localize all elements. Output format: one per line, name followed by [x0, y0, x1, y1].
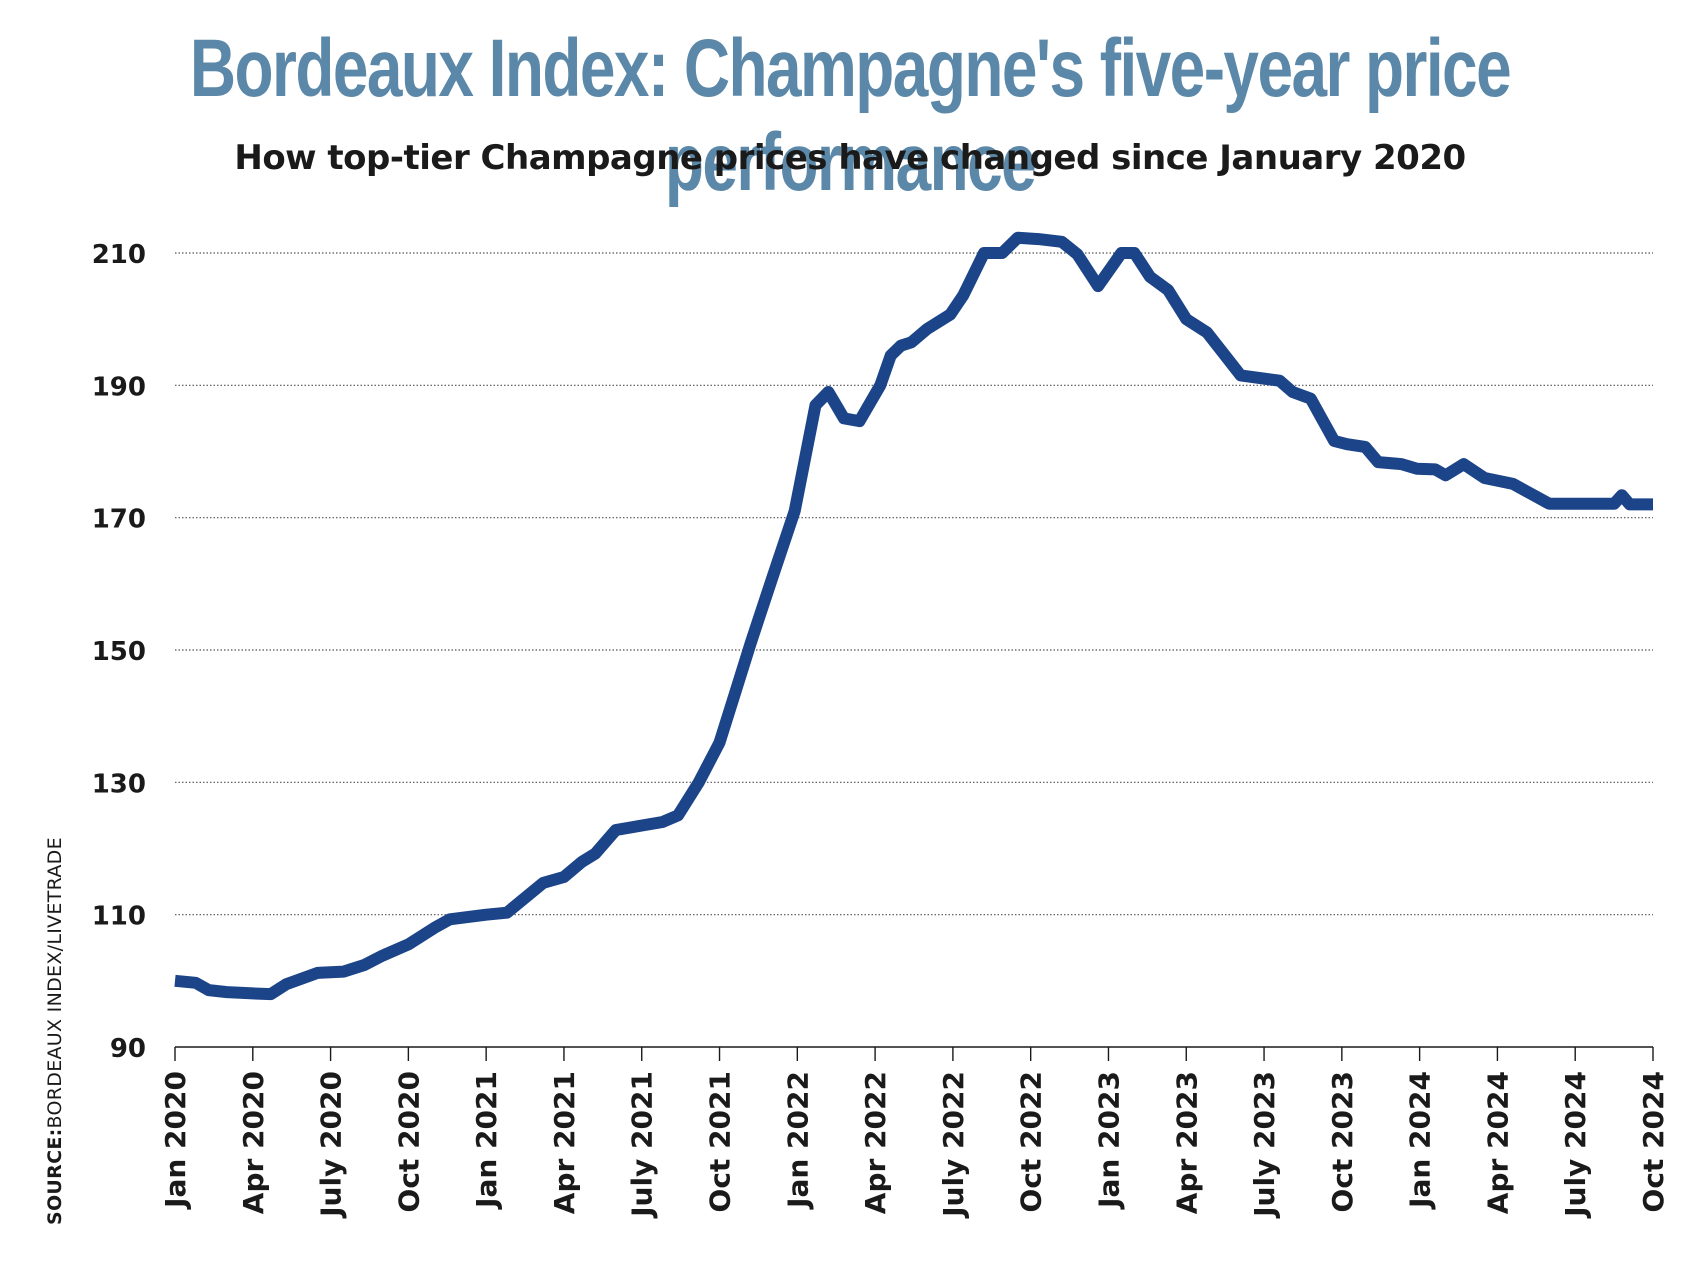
y-tick-label: 90 [110, 1034, 146, 1064]
y-tick-label: 170 [92, 505, 146, 535]
x-tick-label: Oct 2023 [1326, 1071, 1359, 1212]
x-tick-label: Jan 2023 [1092, 1071, 1125, 1210]
x-tick-label: Apr 2022 [859, 1071, 892, 1214]
source-text: BORDEAUX INDEX/LIVETRADE [44, 837, 66, 1129]
x-tick-label: Jan 2020 [159, 1071, 192, 1210]
chart-subtitle: How top-tier Champagne prices have chang… [234, 138, 1466, 178]
source-label: SOURCE: [44, 1128, 66, 1225]
x-tick-label: Apr 2023 [1170, 1071, 1203, 1214]
x-tick-label: Oct 2021 [704, 1071, 737, 1212]
x-tick-label: Apr 2021 [548, 1071, 581, 1214]
y-tick-label: 110 [92, 902, 146, 932]
series-line [174, 231, 1653, 1001]
x-tick-label: Jan 2022 [781, 1071, 814, 1210]
x-tick-label: Jan 2021 [470, 1071, 503, 1210]
x-tick-label: Oct 2024 [1637, 1071, 1670, 1212]
y-tick-label: 150 [92, 637, 146, 667]
x-tick-label: July 2023 [1248, 1071, 1281, 1219]
y-tick-label: 210 [92, 240, 146, 270]
x-tick-label: Apr 2020 [237, 1071, 270, 1214]
x-tick-label: July 2024 [1559, 1071, 1592, 1219]
chart-title: Bordeaux Index: Champagne's five-year pr… [189, 23, 1512, 208]
x-tick-label: July 2020 [315, 1071, 348, 1219]
y-tick-label: 130 [92, 769, 146, 799]
source-note: SOURCE:BORDEAUX INDEX/LIVETRADE [44, 837, 66, 1225]
x-tick-label: Jan 2024 [1404, 1071, 1437, 1210]
y-tick-label: 190 [92, 372, 146, 402]
x-tick-label: Oct 2020 [392, 1071, 425, 1212]
x-tick-label: Oct 2022 [1015, 1071, 1048, 1212]
x-tick-label: Apr 2024 [1481, 1071, 1514, 1214]
x-tick-label: July 2021 [626, 1071, 659, 1219]
x-tick-label: July 2022 [937, 1071, 970, 1219]
